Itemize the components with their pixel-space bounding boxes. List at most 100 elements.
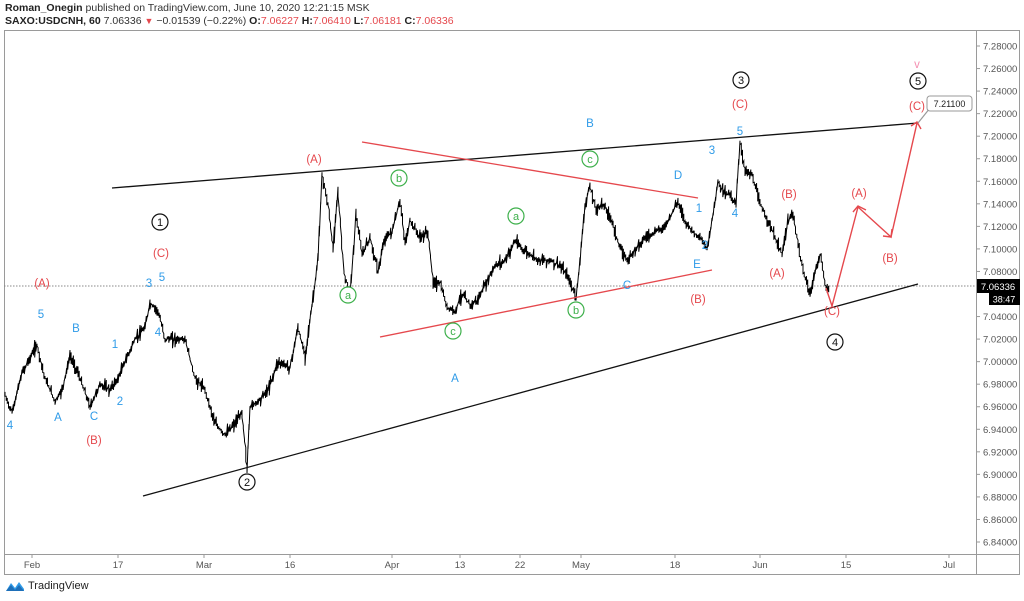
wave-label-circled[interactable]: c [581, 150, 599, 168]
wave-label[interactable]: (A) [769, 268, 785, 280]
tradingview-brand[interactable]: TradingView [5, 580, 89, 592]
target-price-callout[interactable]: 7.21100 [917, 95, 973, 124]
wave-label-circled[interactable]: c [444, 322, 462, 340]
wave-label[interactable]: D [674, 170, 682, 182]
wave-label[interactable]: (B) [86, 435, 102, 447]
author-name[interactable]: Roman_Onegin [5, 2, 83, 14]
label-text: 1 [112, 339, 118, 351]
price-tick-label: 6.88000 [983, 492, 1017, 503]
label-text: 3 [738, 75, 744, 87]
wave-label[interactable]: (C) [909, 101, 925, 113]
price-series-line [4, 140, 830, 474]
label-text: a [513, 211, 520, 223]
wave-label[interactable]: 4 [732, 208, 739, 220]
price-chart[interactable]: 7.28000 7.26000 7.24000 7.22000 7.20000 7.180… [0, 0, 1024, 580]
triangle-lower-line[interactable] [379, 269, 713, 338]
wave-label[interactable]: (C) [732, 99, 748, 111]
tradingview-logo-icon [6, 582, 24, 591]
wave-label[interactable]: (A) [851, 188, 867, 200]
label-text: B [586, 118, 594, 130]
price-tick-label: 7.18000 [983, 154, 1017, 165]
current-price-tag: 7.06336 38:47 [977, 279, 1020, 305]
price-tick-label: 7.12000 [983, 222, 1017, 233]
wave-label[interactable]: v [914, 59, 920, 71]
wave-label[interactable]: (A) [34, 278, 50, 290]
label-text: 4 [832, 337, 838, 349]
label-circle-icon [390, 169, 408, 187]
label-text: (B) [86, 435, 102, 447]
wave-label[interactable]: 4 [155, 327, 162, 339]
price-tick-label: 7.24000 [983, 87, 1017, 98]
wave-label[interactable]: 3 [709, 145, 715, 157]
label-text: 2 [702, 240, 708, 252]
label-text: 3 [146, 278, 152, 290]
wave-label[interactable]: E [693, 259, 701, 271]
label-text: 5 [737, 126, 743, 138]
wave-label[interactable]: A [451, 373, 459, 385]
wave-label-circled[interactable]: b [390, 169, 408, 187]
close-label: C: [404, 15, 416, 27]
wave-label[interactable]: (B) [690, 294, 706, 306]
wave-label[interactable]: (A) [306, 154, 322, 166]
wave-label-circled[interactable]: 1 [151, 213, 169, 231]
price-tick-label: 6.84000 [983, 538, 1017, 549]
lower-channel-line[interactable] [142, 283, 919, 497]
wave-label-circled[interactable]: 4 [826, 333, 844, 351]
label-text: 3 [709, 145, 715, 157]
wave-label[interactable]: 1 [112, 339, 118, 351]
wave-label-circled[interactable]: a [339, 286, 357, 304]
label-text: (B) [690, 294, 706, 306]
label-text: 5 [38, 309, 44, 321]
wave-label[interactable]: C [90, 411, 98, 423]
wave-label[interactable]: C [623, 280, 631, 292]
label-text: C [90, 411, 98, 423]
wave-label-circled[interactable]: b [567, 301, 585, 319]
symbol-info: SAXO:USDCNH, 60 7.06336 ▼ −0.01539 (−0.2… [5, 15, 454, 27]
time-tick-label: Feb [24, 560, 40, 571]
price-tick-label: 7.26000 [983, 64, 1017, 75]
wave-label[interactable]: (C) [824, 306, 840, 318]
label-text: 1 [696, 203, 702, 215]
wave-label[interactable]: (B) [781, 189, 797, 201]
wave-label[interactable]: 5 [737, 126, 743, 138]
wave-label[interactable]: B [72, 323, 80, 335]
wave-label-circled[interactable]: 5 [909, 72, 927, 90]
wave-label[interactable]: 5 [159, 272, 165, 284]
wave-label[interactable]: A [54, 412, 62, 424]
label-text: c [587, 154, 593, 166]
wave-label-circled[interactable]: 2 [238, 473, 256, 491]
wave-label[interactable]: (B) [882, 253, 898, 265]
label-circle-icon [444, 322, 462, 340]
target-price-label: 7.21100 [934, 99, 966, 109]
label-circle-icon [238, 473, 256, 491]
time-tick-label: 17 [113, 560, 124, 571]
wave-label[interactable]: 4 [7, 420, 14, 432]
triangle-upper-line[interactable] [361, 141, 699, 199]
symbol-name: SAXO:USDCNH, 60 [5, 15, 101, 27]
wave-label[interactable]: 3 [146, 278, 152, 290]
wave-label[interactable]: 1 [696, 203, 702, 215]
label-text: (B) [882, 253, 898, 265]
upper-channel-line[interactable] [111, 122, 919, 189]
label-text: 5 [915, 76, 921, 88]
wave-label[interactable]: B [586, 118, 594, 130]
time-tick-label: Jul [943, 560, 955, 571]
time-tick-label: Jun [752, 560, 767, 571]
label-text: b [396, 173, 402, 185]
wave-label[interactable]: 2 [117, 396, 123, 408]
price-tick-label: 7.10000 [983, 244, 1017, 255]
projection-path[interactable] [825, 121, 922, 309]
label-circle-icon [581, 150, 599, 168]
wave-label[interactable]: 2 [702, 240, 708, 252]
time-tick-label: 22 [515, 560, 526, 571]
wave-label[interactable]: (C) [153, 248, 169, 260]
time-axis[interactable]: Feb 17 Mar 16 Apr 13 22 May 18 Jun 15 Jul [24, 554, 955, 571]
wave-label[interactable]: 5 [38, 309, 44, 321]
wave-label-circled[interactable]: 3 [732, 71, 750, 89]
wave-label-circled[interactable]: a [507, 207, 525, 225]
label-text: c [450, 326, 456, 338]
time-tick-label: 18 [670, 560, 681, 571]
price-axis[interactable]: 7.28000 7.26000 7.24000 7.22000 7.20000 7.180… [976, 42, 1017, 549]
tradingview-text: TradingView [28, 580, 89, 592]
label-circle-icon [507, 207, 525, 225]
